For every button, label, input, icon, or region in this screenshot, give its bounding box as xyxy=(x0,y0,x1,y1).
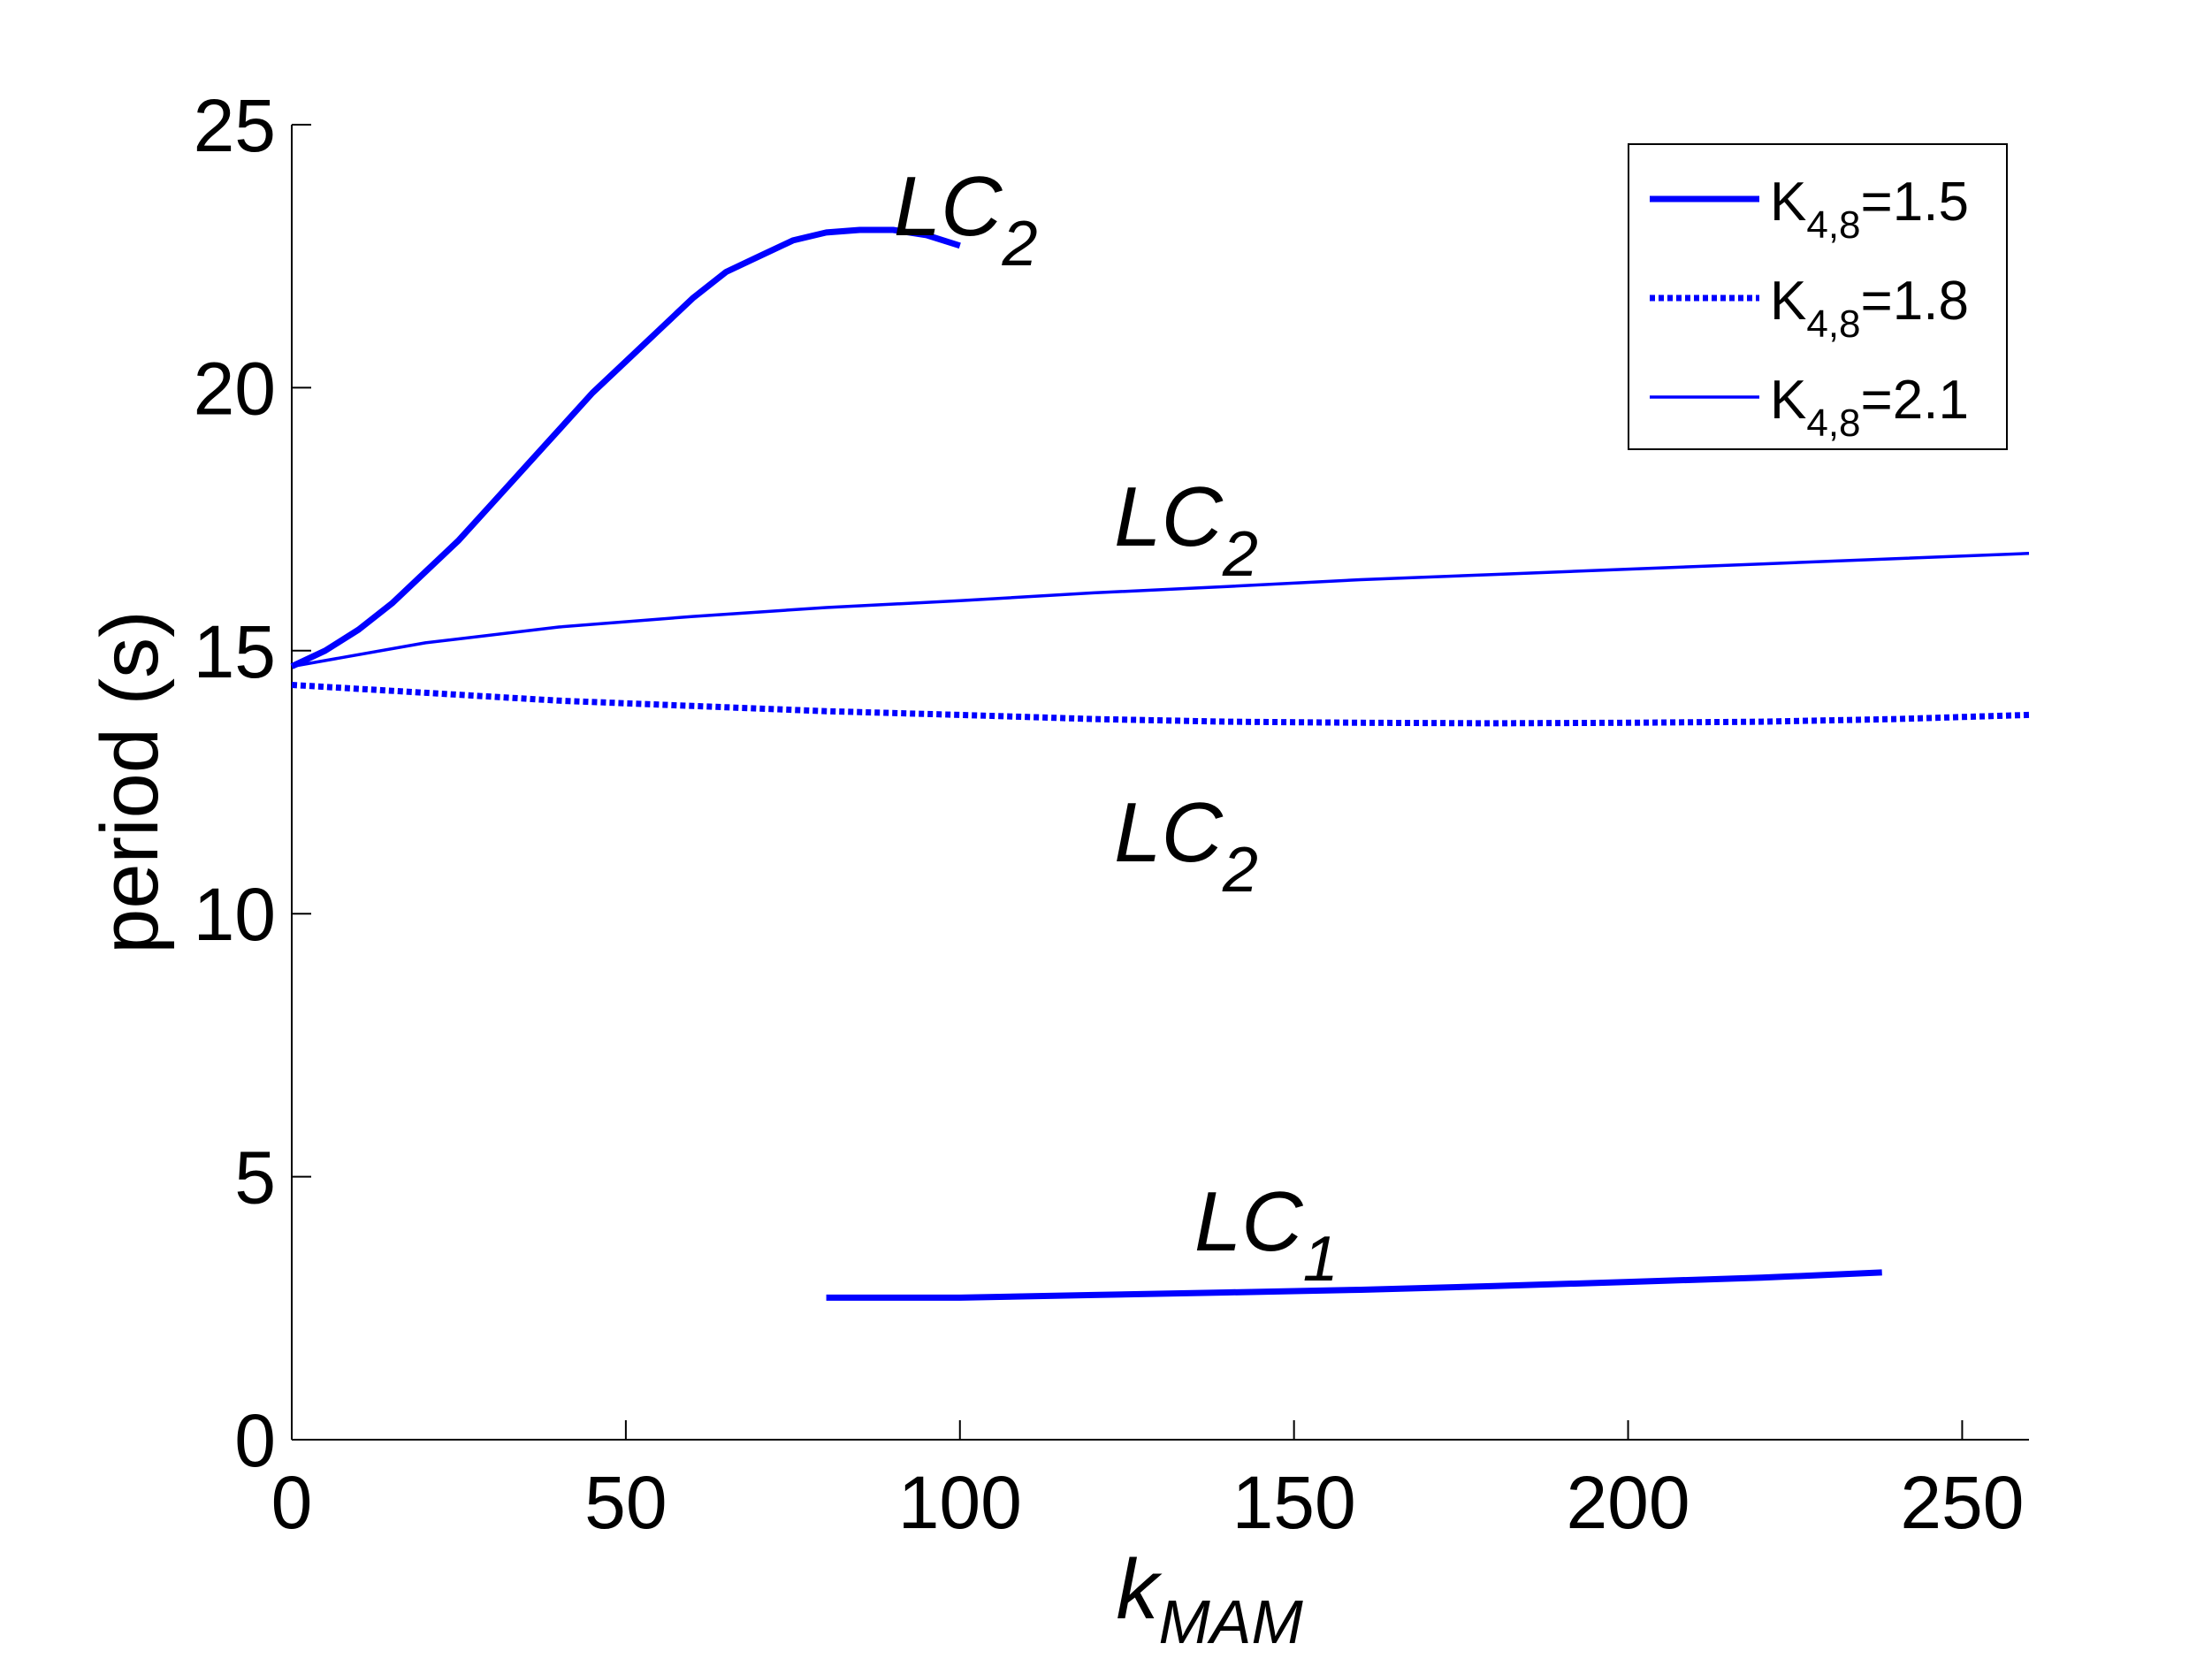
series-line-1-segment-1 xyxy=(290,226,961,669)
y-axis-label: period (s) xyxy=(85,610,175,954)
y-tick-label: 5 xyxy=(234,1136,276,1219)
curve-label: LC1 xyxy=(1194,1174,1339,1295)
legend-label: K4,8=2.1 xyxy=(1770,370,1969,445)
y-tick-label: 25 xyxy=(194,84,276,167)
y-tick-label: 20 xyxy=(194,347,276,430)
x-axis-label: kMAM xyxy=(1117,1542,1304,1656)
y-tick-label: 10 xyxy=(194,873,276,956)
x-tick-label: 200 xyxy=(1566,1461,1690,1544)
series-line-3-segment-1 xyxy=(291,552,2030,669)
x-tick-label: 50 xyxy=(584,1461,667,1544)
series-line-1-segment-2 xyxy=(826,1269,1882,1301)
y-tick-label: 15 xyxy=(194,610,276,693)
legend-label: K4,8=1.5 xyxy=(1770,172,1969,247)
annotations: LC2 LC2 LC2 LC1 xyxy=(894,159,1339,1295)
curve-label: LC2 xyxy=(894,159,1038,279)
legend: K4,8=1.5 K4,8=1.8 K4,8=2.1 xyxy=(1628,143,2008,450)
plot-area xyxy=(290,226,2030,1301)
legend-label: K4,8=1.8 xyxy=(1770,271,1969,346)
curve-label: LC2 xyxy=(1114,470,1258,590)
y-tick-label: 0 xyxy=(234,1399,276,1482)
axes: 0 50 100 150 200 250 0 5 10 15 20 25 kMAM period (s) xyxy=(85,84,2029,1656)
series-line-2-segment-1 xyxy=(291,682,2030,727)
curve-label: LC2 xyxy=(1114,785,1258,906)
x-tick-label: 250 xyxy=(1900,1461,2024,1544)
x-tick-label: 150 xyxy=(1232,1461,1356,1544)
x-tick-label: 100 xyxy=(898,1461,1022,1544)
x-tick-label: 0 xyxy=(271,1461,313,1544)
